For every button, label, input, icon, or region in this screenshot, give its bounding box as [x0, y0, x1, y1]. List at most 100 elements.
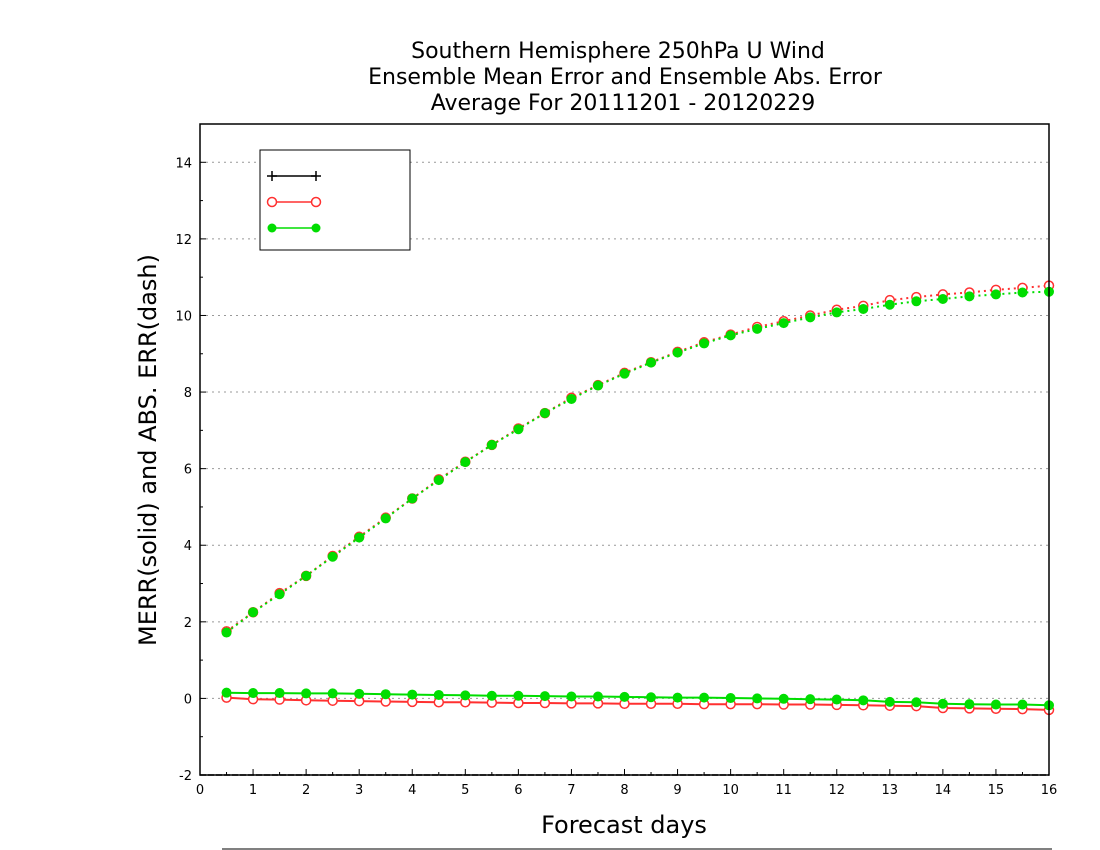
series-2-point-8 [433, 689, 444, 700]
chart-title: Southern Hemisphere 250hPa U Wind Ensemb… [368, 39, 883, 116]
series-2-point-9 [460, 690, 471, 701]
series-4-point-18 [699, 338, 710, 349]
y-tick-label-14: 14 [175, 156, 192, 171]
y-tick-label-8: 8 [184, 386, 192, 401]
series-2-point-4 [327, 688, 338, 699]
series-2-point-19 [725, 693, 736, 704]
x-axis-label: Forecast days [541, 811, 707, 839]
series-4-point-30 [1017, 287, 1028, 298]
series-4-point-28 [964, 291, 975, 302]
x-tick-label-14: 14 [935, 783, 952, 798]
x-tick-label-6: 6 [514, 783, 522, 798]
series-2-point-28 [964, 699, 975, 710]
series-4-point-4 [327, 551, 338, 562]
y-axis-label: MERR(solid) and ABS. ERR(dash) [134, 254, 162, 646]
x-tick-label-13: 13 [882, 783, 899, 798]
series-2-point-24 [858, 695, 869, 706]
series-2-point-30 [1017, 699, 1028, 710]
series-4-point-23 [831, 307, 842, 318]
series-2-point-6 [380, 689, 391, 700]
y-tick-label-10: 10 [175, 309, 192, 324]
series-2-point-25 [884, 696, 895, 707]
series-4-point-12 [539, 408, 550, 419]
series-2-point-11 [513, 690, 524, 701]
legend-entry-0-marker-1 [311, 171, 321, 181]
x-tick-label-4: 4 [408, 783, 416, 798]
series-2-point-12 [539, 691, 550, 702]
series-4-point-1 [248, 607, 259, 618]
series-4-point-6 [380, 513, 391, 524]
x-tick-label-8: 8 [620, 783, 628, 798]
axes [199, 123, 1050, 776]
legend-box [259, 149, 411, 251]
series-4-point-17 [672, 347, 683, 358]
x-tick-label-11: 11 [775, 783, 792, 798]
x-tick-label-0: 0 [196, 783, 204, 798]
series-3 [221, 280, 1055, 637]
x-tick-label-3: 3 [355, 783, 363, 798]
legend-entry-2-marker-0 [267, 223, 277, 233]
x-tick-label-1: 1 [249, 783, 257, 798]
y-tick-label-6: 6 [184, 463, 192, 478]
legend-entry-1 [266, 196, 322, 208]
legend [259, 149, 411, 251]
legend-entry-1-marker-0 [266, 196, 278, 208]
series-4-point-13 [566, 393, 577, 404]
series-4-point-14 [592, 380, 603, 391]
series-4-point-2 [274, 589, 285, 600]
series-4-point-25 [884, 299, 895, 310]
legend-entry-0 [267, 171, 321, 181]
series-2-point-13 [566, 691, 577, 702]
series-4-point-16 [646, 357, 657, 368]
x-tick-label-16: 16 [1041, 783, 1058, 798]
series-2-point-10 [486, 690, 497, 701]
chart-title-line-1: Southern Hemisphere 250hPa U Wind [411, 39, 825, 64]
series-4-point-5 [354, 532, 365, 543]
series-4-point-15 [619, 368, 630, 379]
series-4-point-11 [513, 424, 524, 435]
y-tick-label--2: -2 [179, 769, 192, 784]
series-2-point-5 [354, 688, 365, 699]
series-2-point-22 [805, 694, 816, 705]
x-tick-label-5: 5 [461, 783, 469, 798]
series-4-point-19 [725, 330, 736, 341]
series-2-point-23 [831, 694, 842, 705]
series-2 [221, 687, 1054, 711]
series-2-point-14 [592, 691, 603, 702]
series-4-point-10 [486, 439, 497, 450]
series-4-point-7 [407, 493, 418, 504]
series-4-point-22 [805, 312, 816, 323]
series-4-point-21 [778, 318, 789, 329]
series-2-point-0 [221, 687, 232, 698]
series-4-point-29 [990, 289, 1001, 300]
series-4-point-27 [937, 294, 948, 305]
series-2-point-26 [911, 697, 922, 708]
series-4-point-24 [858, 303, 869, 314]
series-4-point-0 [221, 627, 232, 638]
series-4-point-3 [301, 570, 312, 581]
legend-entry-0-marker-0 [267, 171, 277, 181]
chart-title-line-3: Average For 20111201 - 20120229 [431, 91, 816, 116]
x-tick-label-12: 12 [828, 783, 845, 798]
x-tick-label-15: 15 [988, 783, 1005, 798]
y-tick-label-12: 12 [175, 233, 192, 248]
legend-entry-1-marker-1 [310, 196, 322, 208]
x-tick-label-7: 7 [567, 783, 575, 798]
series-2-point-17 [672, 692, 683, 703]
legend-entry-2 [267, 223, 321, 233]
series-4-point-9 [460, 457, 471, 468]
y-tick-label-4: 4 [184, 539, 192, 554]
series-2-point-18 [699, 692, 710, 703]
series-3-line [225, 284, 1050, 633]
x-tick-label-9: 9 [673, 783, 681, 798]
series-2-point-21 [778, 693, 789, 704]
chart-title-line-2: Ensemble Mean Error and Ensemble Abs. Er… [368, 65, 883, 90]
series-4 [221, 286, 1054, 638]
series-2-point-20 [752, 693, 763, 704]
series-2-point-16 [646, 692, 657, 703]
legend-entry-2-marker-1 [311, 223, 321, 233]
series-2-point-3 [301, 688, 312, 699]
x-tick-label-2: 2 [302, 783, 310, 798]
